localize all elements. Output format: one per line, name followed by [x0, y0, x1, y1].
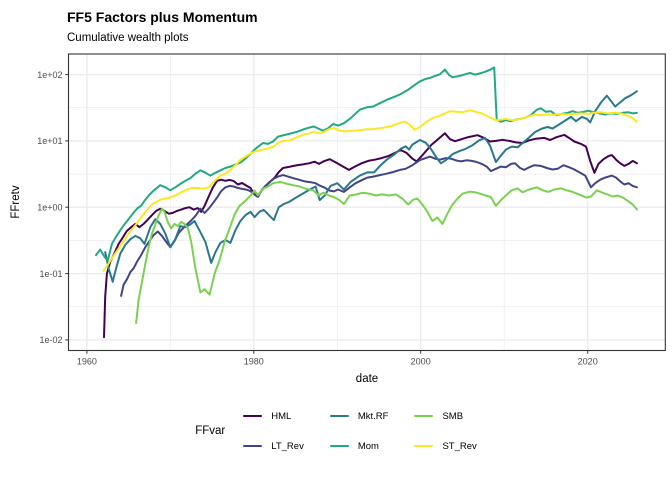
legend-key-LT_Rev — [243, 444, 263, 448]
legend-item-ST_Rev: ST_Rev — [414, 440, 477, 452]
legend-item-LT_Rev: LT_Rev — [243, 441, 304, 452]
legend-item-HML: HML — [243, 411, 304, 422]
series-line-Mkt.RF — [104, 90, 638, 283]
legend-key-HML — [243, 414, 263, 418]
legend-label: Mom — [357, 440, 379, 452]
legend-item-SMB: SMB — [414, 411, 476, 422]
legend-label: HML — [271, 410, 292, 422]
x-tick-label: 1960 — [77, 357, 97, 367]
y-tick-label: 1e+01 — [37, 136, 62, 146]
legend-key-SMB — [414, 414, 434, 418]
series-line-ST_Rev — [102, 109, 638, 272]
y-tick-label: 1e+00 — [37, 202, 62, 212]
legend-item-Mkt.RF: Mkt.RF — [329, 410, 389, 422]
legend-item-Mom: Mom — [329, 440, 389, 452]
legend-key-Mom — [329, 444, 349, 448]
chart-title: FF5 Factors plus Momentum — [67, 9, 258, 25]
legend-items: HML LT_Rev Mkt.RF Mom SMB ST_Rev — [243, 408, 477, 454]
series-line-Mom — [95, 66, 638, 262]
x-tick-label: 2020 — [578, 357, 598, 367]
legend-label: SMB — [442, 410, 464, 422]
panel-border — [67, 53, 666, 352]
x-axis-title: date — [355, 373, 379, 385]
legend-label: Mkt.RF — [357, 410, 389, 422]
x-tick-label: 1980 — [244, 357, 264, 367]
legend-label: LT_Rev — [271, 440, 304, 452]
x-tick-label: 2000 — [411, 357, 431, 367]
y-axis-title: FFretv — [10, 185, 22, 219]
legend-key-Mkt.RF — [329, 414, 349, 418]
y-tick-label: 1e-01 — [39, 269, 62, 279]
legend: FFvar HML LT_Rev Mkt.RF Mom SMB ST_Rev — [0, 408, 672, 454]
legend-label: ST_Rev — [442, 440, 477, 452]
y-tick-label: 1e-02 — [39, 335, 62, 345]
series-line-HML — [103, 132, 638, 339]
chart-subtitle: Cumulative wealth plots — [67, 32, 189, 44]
legend-title: FFvar — [195, 425, 226, 437]
y-tick-label: 1e+02 — [37, 70, 62, 80]
legend-key-ST_Rev — [414, 444, 434, 448]
series-line-SMB — [135, 180, 638, 324]
series-line-LT_Rev — [120, 155, 638, 297]
